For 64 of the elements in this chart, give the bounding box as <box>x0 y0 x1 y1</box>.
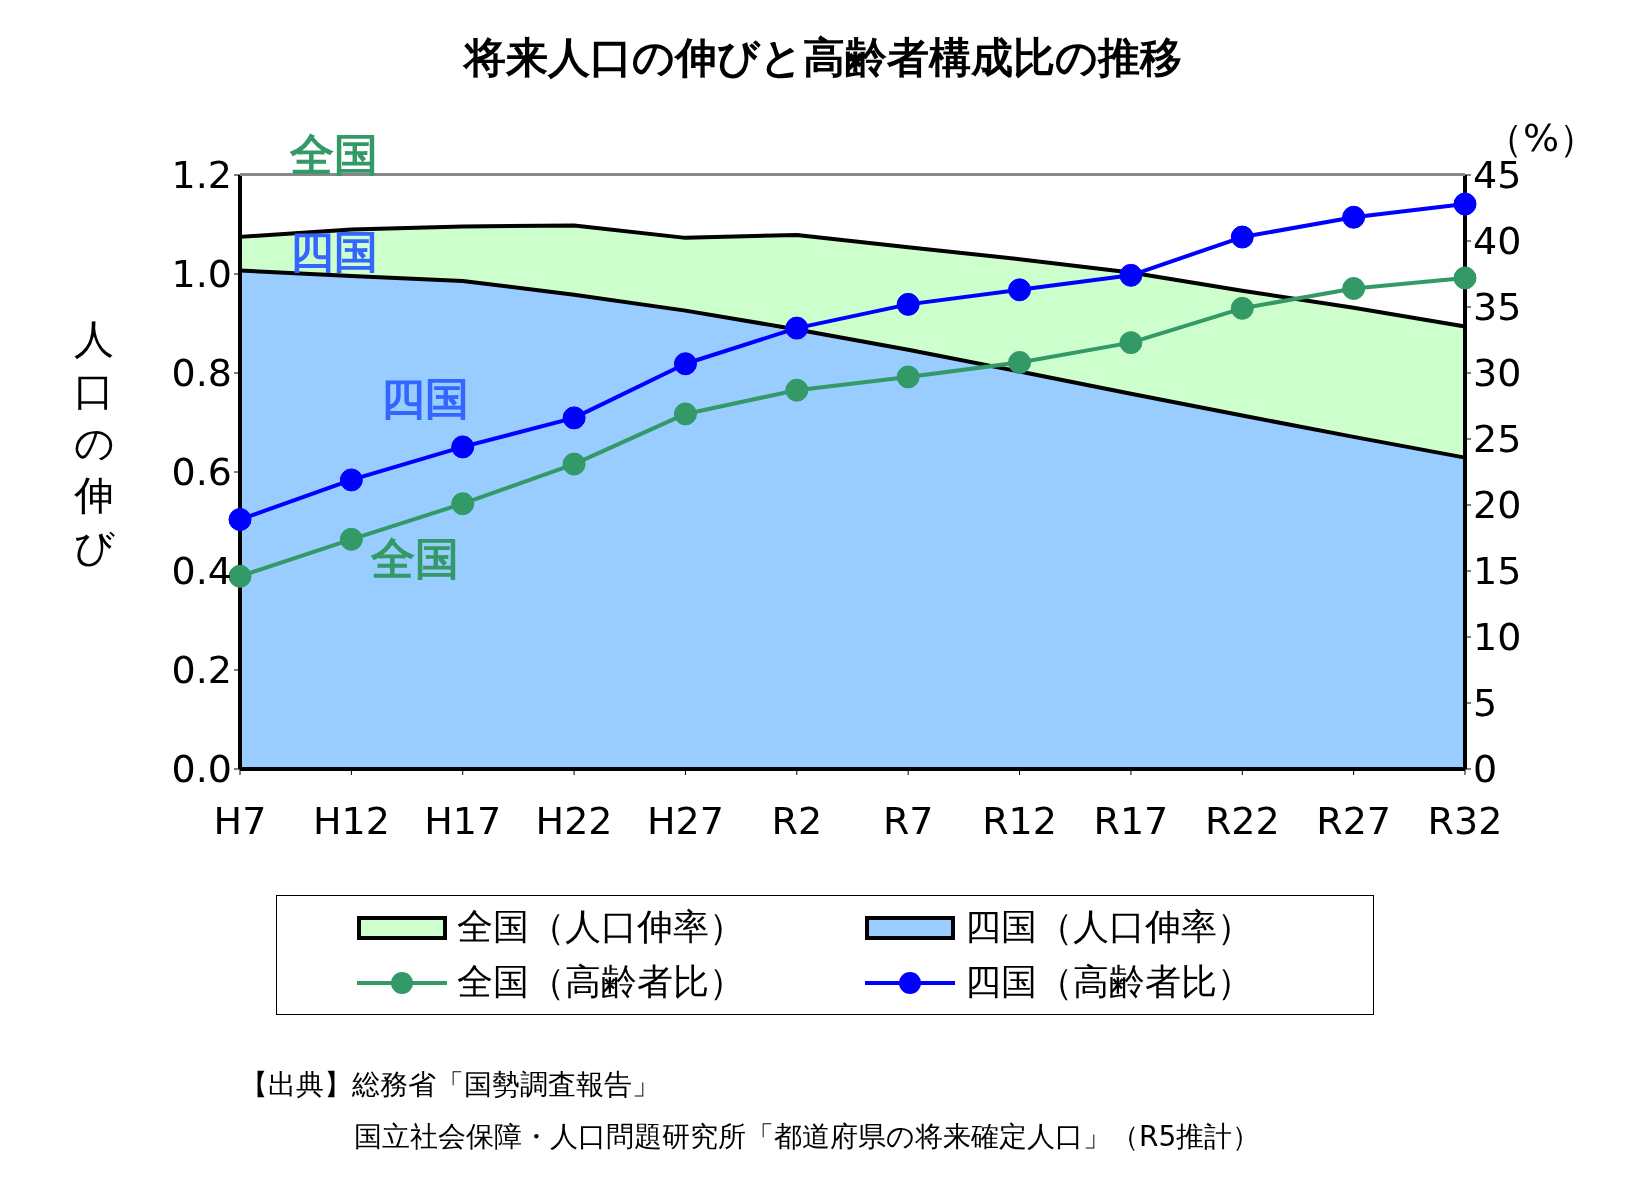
y-tick-label: 0.2 <box>171 648 232 693</box>
point <box>1008 350 1032 374</box>
point <box>896 292 920 316</box>
annotation: 全国 <box>371 532 459 586</box>
point <box>1342 205 1366 229</box>
legend-label: 四国（高齢者比） <box>965 960 1253 1004</box>
point <box>451 435 475 459</box>
point <box>228 564 252 588</box>
y2-tick-label: 35 <box>1473 285 1522 330</box>
x-tick-label: H27 <box>646 798 724 843</box>
x-tick-label: R12 <box>982 798 1057 843</box>
point <box>673 402 697 426</box>
point <box>1342 277 1366 301</box>
y2-tick-label: 10 <box>1473 615 1522 660</box>
x-tick-label: H17 <box>424 798 502 843</box>
text: 国立社会保障・人口問題研究所「都道府県の将来確定人口」（R5推計） <box>354 1119 1261 1155</box>
point <box>1119 263 1143 287</box>
legend-label: 全国（高齢者比） <box>457 960 745 1004</box>
y-tick-label: 0.4 <box>171 549 232 594</box>
y2-tick-label: 0 <box>1473 747 1498 792</box>
y-tick-label: 0.8 <box>171 351 232 396</box>
x-tick-label: H7 <box>213 798 267 843</box>
text: 【出典】総務省「国勢調査報告」 <box>240 1067 660 1103</box>
chart-title: 将来人口の伸びと高齢者構成比の推移 <box>461 32 1183 84</box>
y2-tick-label: 20 <box>1473 483 1522 528</box>
annotation: 四国 <box>290 225 378 279</box>
point <box>562 452 586 476</box>
point <box>673 352 697 376</box>
x-tick-label: H12 <box>312 798 390 843</box>
point <box>339 527 363 551</box>
point <box>228 508 252 532</box>
y2-tick-label: 30 <box>1473 351 1522 396</box>
point <box>1453 192 1477 216</box>
point <box>1453 266 1477 290</box>
y-tick-label: 1.2 <box>171 153 232 198</box>
y-axis-title: 人口の伸び <box>72 315 116 572</box>
y-tick-label: 0.6 <box>171 450 232 495</box>
y2-tick-label: 5 <box>1473 681 1498 726</box>
annotation: 四国 <box>381 372 469 426</box>
legend-label: 全国（人口伸率） <box>457 905 745 949</box>
point <box>562 406 586 430</box>
y-tick-label: 1.0 <box>171 252 232 297</box>
y-tick-label: 0.0 <box>171 747 232 792</box>
point <box>1119 331 1143 355</box>
x-tick-label: R32 <box>1427 798 1503 843</box>
point <box>785 316 809 340</box>
legend-label: 四国（人口伸率） <box>965 905 1253 949</box>
x-tick-label: H22 <box>535 798 613 843</box>
point <box>1008 278 1032 302</box>
x-tick-label: R17 <box>1093 798 1169 843</box>
x-tick-label: R27 <box>1316 798 1392 843</box>
x-tick-label: R22 <box>1204 798 1280 843</box>
annotation: 全国 <box>290 128 378 182</box>
point <box>1230 225 1254 249</box>
y2-tick-label: 25 <box>1473 417 1522 462</box>
point <box>896 365 920 389</box>
point <box>451 492 475 516</box>
y2-tick-label: 15 <box>1473 549 1522 594</box>
point <box>785 378 809 402</box>
point <box>1230 296 1254 320</box>
point <box>339 468 363 492</box>
x-tick-label: R2 <box>771 798 823 843</box>
y2-tick-label: 40 <box>1473 219 1522 264</box>
x-tick-label: R7 <box>882 798 934 843</box>
